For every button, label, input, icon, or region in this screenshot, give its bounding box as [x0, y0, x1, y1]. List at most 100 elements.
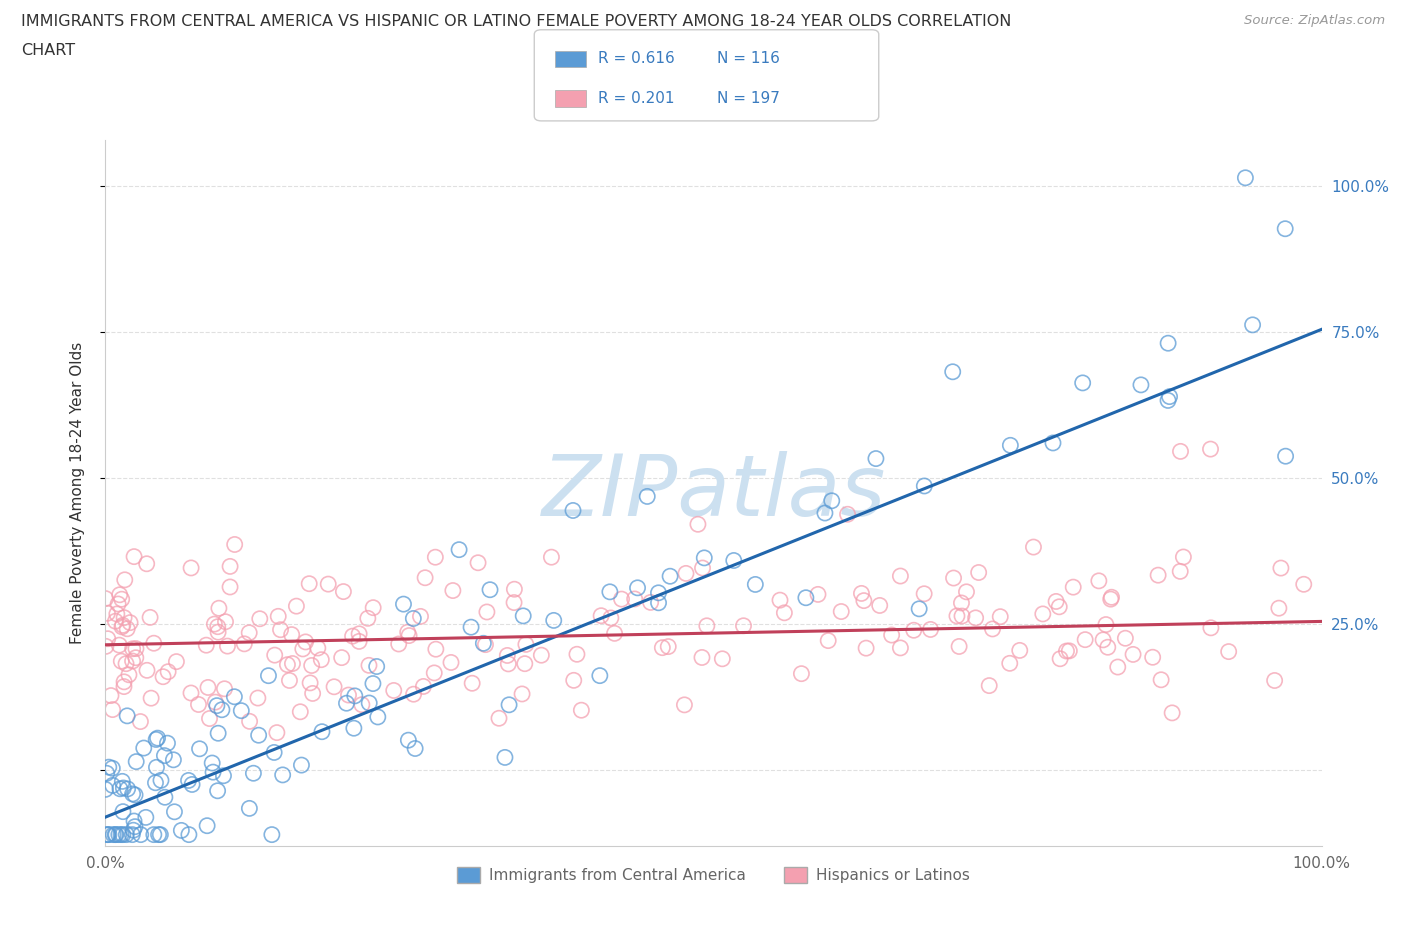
Point	[942, 571, 965, 586]
Point	[156, 736, 179, 751]
Point	[145, 776, 167, 790]
Point	[1101, 590, 1123, 604]
Point	[1092, 632, 1115, 647]
Point	[461, 676, 484, 691]
Point	[1047, 599, 1070, 614]
Point	[723, 553, 745, 568]
Point	[494, 750, 516, 764]
Point	[361, 600, 384, 615]
Point	[503, 595, 526, 610]
Point	[124, 788, 146, 803]
Point	[1157, 336, 1180, 351]
Point	[851, 586, 873, 601]
Point	[830, 604, 852, 619]
Point	[412, 679, 434, 694]
Point	[402, 611, 425, 626]
Point	[1088, 574, 1111, 589]
Point	[1000, 438, 1022, 453]
Point	[198, 711, 221, 726]
Point	[773, 605, 796, 620]
Point	[569, 703, 592, 718]
Point	[357, 611, 380, 626]
Point	[294, 634, 316, 649]
Point	[233, 636, 256, 651]
Point	[1173, 550, 1195, 565]
Point	[488, 711, 510, 725]
Point	[1274, 449, 1296, 464]
Point	[440, 655, 463, 670]
Point	[153, 790, 176, 804]
Point	[145, 760, 167, 775]
Point	[404, 741, 426, 756]
Point	[359, 696, 381, 711]
Point	[361, 676, 384, 691]
Point	[475, 604, 498, 619]
Point	[398, 628, 420, 643]
Point	[145, 732, 167, 747]
Point	[136, 663, 159, 678]
Text: ZIPatlas: ZIPatlas	[541, 451, 886, 535]
Point	[382, 683, 405, 698]
Point	[396, 625, 419, 640]
Point	[217, 639, 239, 654]
Y-axis label: Female Poverty Among 18-24 Year Olds: Female Poverty Among 18-24 Year Olds	[70, 342, 84, 644]
Point	[311, 652, 333, 667]
Point	[260, 827, 283, 842]
Point	[413, 570, 436, 585]
Point	[988, 609, 1011, 624]
Point	[112, 780, 135, 795]
Point	[865, 451, 887, 466]
Point	[1114, 631, 1136, 645]
Point	[1008, 643, 1031, 658]
Point	[238, 625, 260, 640]
Point	[299, 675, 322, 690]
Point	[118, 668, 141, 683]
Point	[205, 698, 228, 713]
Point	[142, 827, 165, 842]
Point	[335, 696, 357, 711]
Point	[1095, 618, 1118, 632]
Point	[479, 582, 502, 597]
Point	[965, 610, 987, 625]
Point	[1241, 317, 1264, 332]
Point	[107, 596, 129, 611]
Point	[366, 659, 388, 674]
Point	[311, 724, 333, 739]
Point	[94, 782, 117, 797]
Point	[108, 781, 131, 796]
Point	[513, 657, 536, 671]
Point	[1059, 644, 1081, 658]
Point	[197, 680, 219, 695]
Point	[242, 765, 264, 780]
Point	[238, 801, 260, 816]
Point	[139, 610, 162, 625]
Point	[692, 561, 714, 576]
Point	[212, 768, 235, 783]
Point	[323, 679, 346, 694]
Point	[146, 731, 169, 746]
Point	[347, 627, 370, 642]
Text: R = 0.616: R = 0.616	[598, 51, 675, 66]
Point	[1049, 651, 1071, 666]
Point	[207, 725, 229, 740]
Point	[117, 781, 139, 796]
Point	[647, 595, 669, 610]
Point	[817, 633, 839, 648]
Point	[94, 639, 117, 654]
Point	[239, 714, 262, 729]
Point	[266, 725, 288, 740]
Point	[1168, 564, 1191, 578]
Point	[202, 617, 225, 631]
Point	[108, 827, 131, 842]
Point	[1097, 640, 1119, 655]
Point	[122, 814, 145, 829]
Point	[247, 728, 270, 743]
Point	[690, 650, 713, 665]
Point	[103, 827, 125, 842]
Point	[129, 714, 152, 729]
Point	[623, 591, 645, 606]
Point	[610, 591, 633, 606]
Point	[942, 365, 965, 379]
Point	[111, 618, 134, 632]
Point	[177, 827, 200, 842]
